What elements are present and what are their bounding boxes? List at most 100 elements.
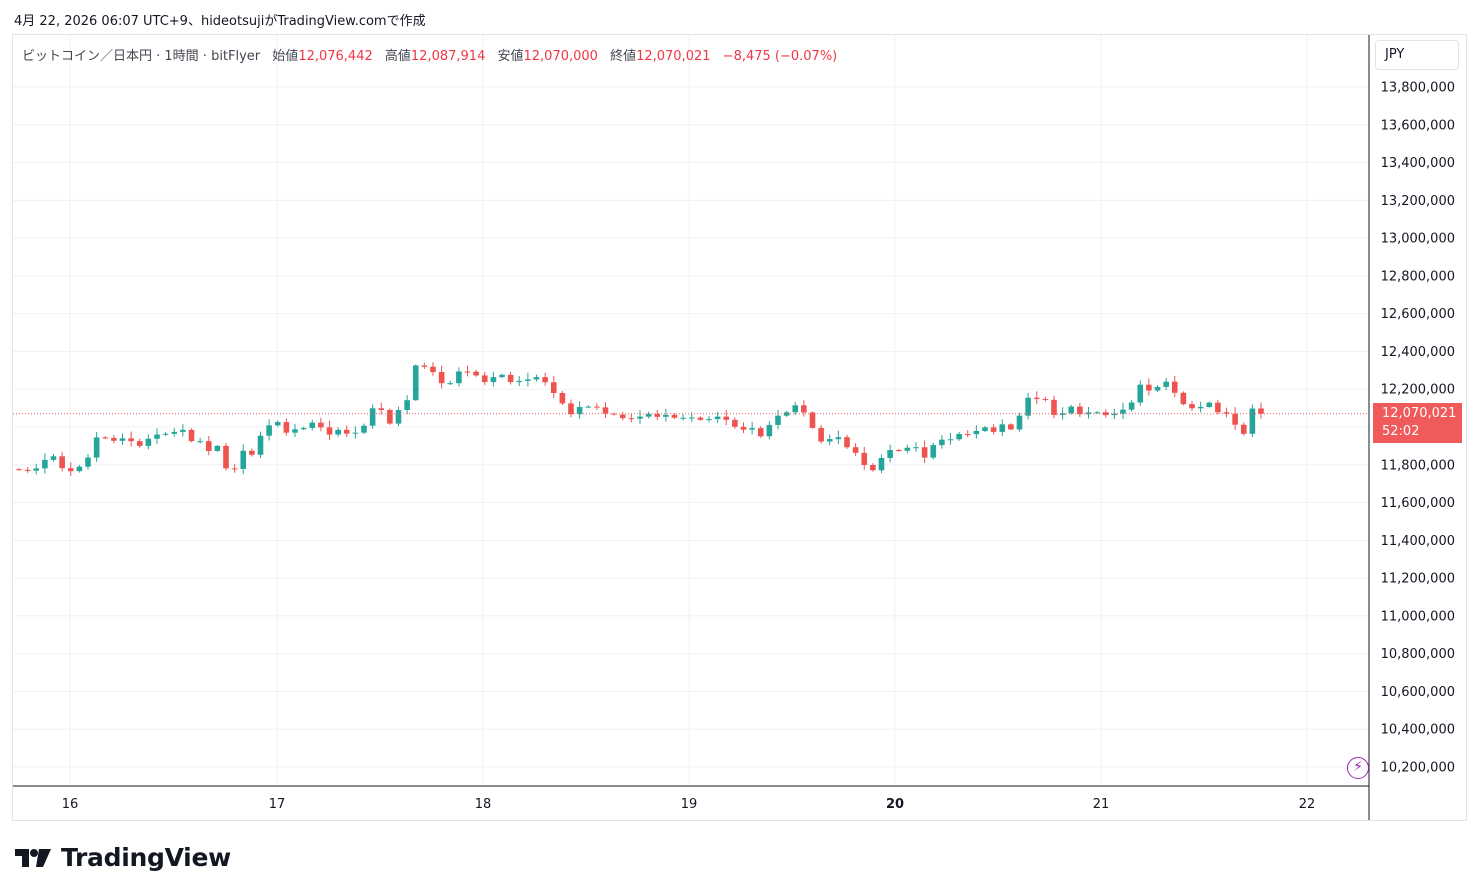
candle-body (757, 428, 764, 437)
candle-body (171, 431, 178, 434)
candle-up (835, 430, 842, 445)
candle-up (939, 435, 945, 449)
candle-up (257, 431, 264, 459)
y-tick-label: 12,800,000 (1381, 269, 1455, 284)
candle-down (921, 440, 928, 464)
candle-up (930, 442, 937, 460)
candle-up (904, 444, 911, 454)
candle-body (1163, 381, 1169, 387)
candle-body (145, 438, 152, 446)
candle-up (361, 423, 367, 435)
candle-body (887, 450, 893, 458)
candle-body (223, 445, 229, 469)
candle-body (749, 428, 755, 430)
y-tick-label: 11,000,000 (1381, 609, 1455, 624)
candle-up (999, 419, 1006, 437)
candle-up (1016, 412, 1023, 432)
candle-down (732, 417, 738, 429)
tradingview-logo-icon (15, 848, 51, 867)
candle-body (844, 437, 850, 448)
candle-down (188, 428, 195, 443)
candle-body (93, 437, 100, 458)
candle-body (473, 371, 479, 376)
candle-body (550, 382, 557, 393)
candle-body (292, 429, 298, 433)
candle-body (568, 403, 574, 415)
candle-body (628, 418, 635, 420)
candle-body (1042, 399, 1049, 401)
chart-grid (13, 35, 1369, 786)
candle-body (585, 406, 592, 408)
candle-down (231, 463, 238, 473)
candle-up (369, 404, 376, 429)
y-tick-label: 11,400,000 (1381, 534, 1455, 549)
x-tick-label: 22 (1299, 797, 1316, 812)
candle-body (930, 445, 937, 458)
x-tick-label: 20 (886, 797, 904, 812)
candle-down (870, 463, 876, 472)
y-tick-label: 13,400,000 (1381, 156, 1455, 171)
currency-button[interactable]: JPY (1375, 40, 1459, 70)
candle-up (154, 428, 160, 444)
candle-body (602, 407, 609, 414)
candle-up (42, 453, 48, 474)
candle-body (456, 371, 462, 384)
legend-low-label: 安値 (497, 49, 524, 64)
candle-down (1240, 422, 1247, 436)
candle-up (775, 409, 781, 430)
candle-up (680, 414, 686, 421)
candle-body (369, 408, 376, 426)
candle-down (654, 409, 661, 421)
candle-up (1154, 384, 1161, 393)
legend-open-label: 始値 (272, 49, 299, 64)
candle-up (826, 434, 833, 446)
candle-down (559, 390, 566, 405)
created-info: 4月 22, 2026 06:07 UTC+9、hideotsujiがTradi… (14, 14, 426, 29)
candle-body (680, 417, 686, 419)
candle-down (740, 422, 747, 434)
candle-body (1120, 409, 1126, 414)
candle-down (507, 371, 514, 385)
candle-body (240, 450, 247, 469)
candle-up (171, 428, 178, 437)
candle-body (1068, 406, 1075, 414)
candle-body (732, 419, 738, 427)
last-price-tag: 12,070,021 52:02 (1373, 403, 1462, 443)
candle-body (197, 441, 203, 443)
legend-symbol: ビットコイン／日本円 · 1時間 · bitFlyer (22, 49, 261, 64)
candle-body (309, 422, 316, 428)
candle-body (783, 412, 790, 416)
candle-body (809, 412, 816, 428)
candle-body (663, 414, 669, 417)
candle-up (180, 424, 186, 437)
candle-body (611, 413, 617, 415)
candle-body (594, 406, 600, 408)
candle-down (818, 425, 824, 444)
candle-body (1223, 412, 1230, 414)
candle-body (1094, 412, 1100, 414)
candle-down (430, 362, 436, 376)
candle-up (33, 463, 40, 475)
candle-down (861, 446, 868, 470)
candle-up (412, 364, 419, 401)
candle-body (714, 416, 721, 420)
candle-down (326, 420, 333, 440)
candle-up (1094, 411, 1100, 414)
candle-body (740, 426, 747, 430)
candle-down (283, 418, 290, 436)
x-tick-label: 21 (1093, 797, 1110, 812)
tradingview-brand[interactable]: TradingView (14, 843, 231, 872)
candle-down (1180, 391, 1187, 406)
candle-body (533, 377, 540, 380)
candle-up (663, 408, 669, 422)
lightning-icon[interactable]: ⚡ (1347, 757, 1369, 779)
candle-body (499, 374, 505, 378)
candle-body (818, 427, 824, 442)
candle-body (516, 380, 523, 383)
brand-name: TradingView (61, 843, 231, 872)
candle-body (576, 406, 583, 415)
candle-body (283, 422, 290, 433)
candle-body (395, 410, 402, 424)
candle-down (67, 462, 74, 476)
